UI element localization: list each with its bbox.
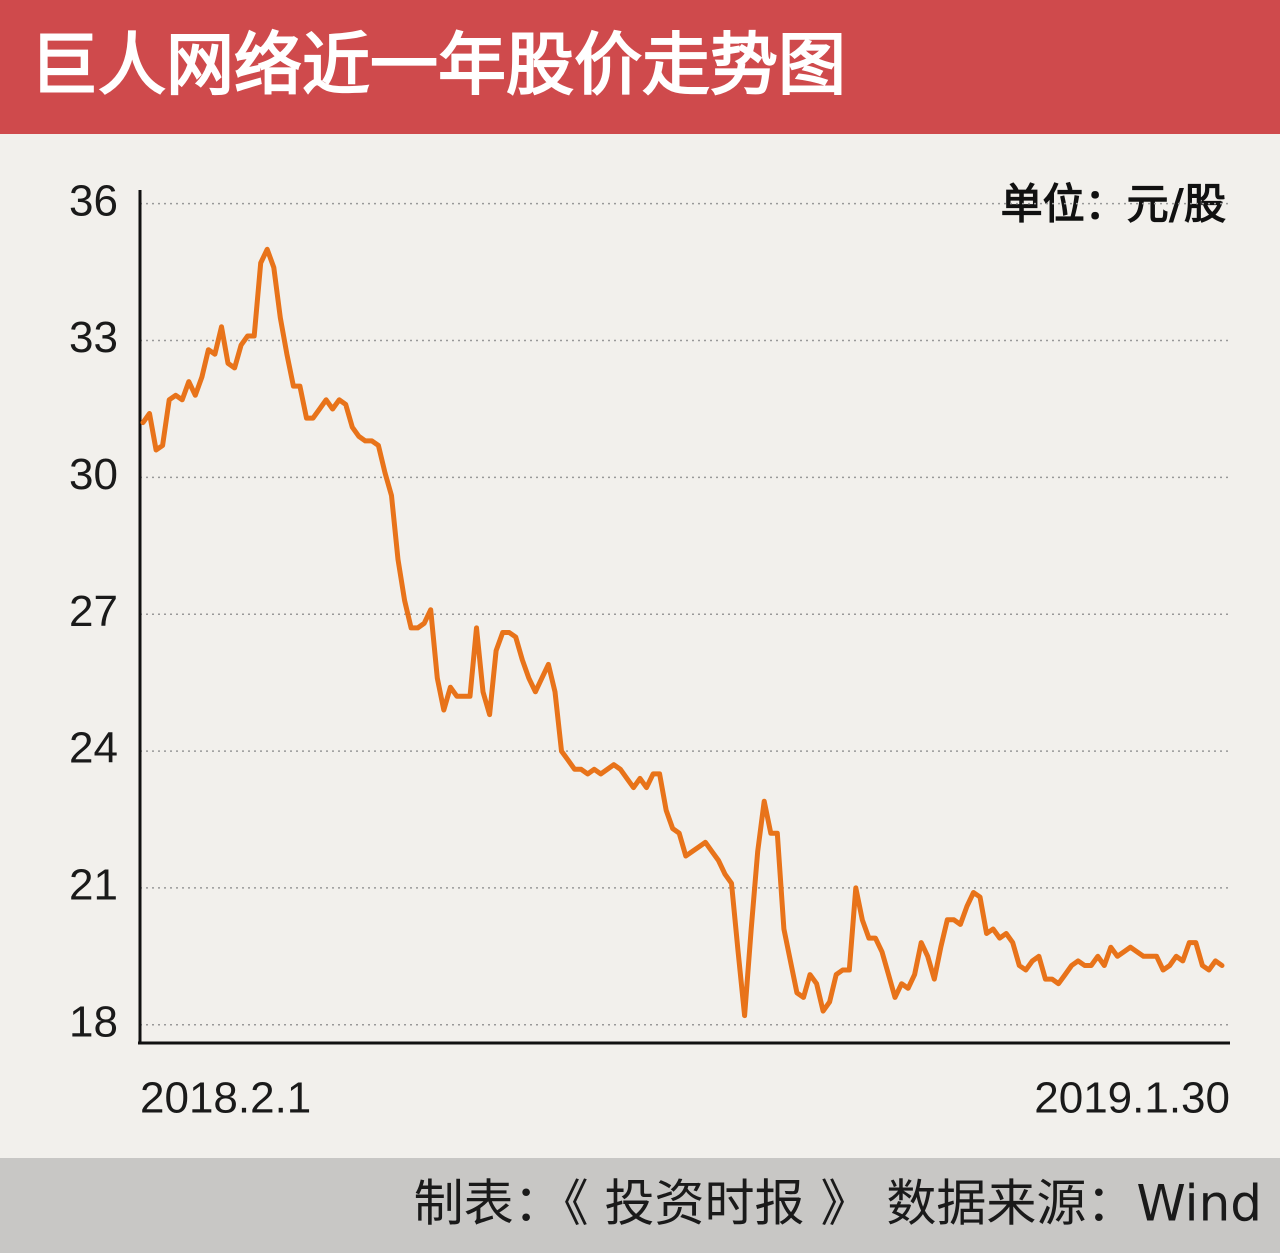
y-tick-label: 27 <box>69 587 118 636</box>
footer-band <box>0 1158 1280 1253</box>
y-tick-label: 24 <box>69 724 118 773</box>
price-line <box>140 246 1225 1019</box>
plot-area: 18 21 24 27 30 33 36 2018.2.1 2019.1.30 <box>69 176 1230 1123</box>
y-tick-label: 36 <box>69 176 118 225</box>
x-tick-label: 2019.1.30 <box>1034 1074 1230 1123</box>
y-tick-label: 21 <box>69 861 118 910</box>
x-tick-label: 2018.2.1 <box>140 1074 311 1123</box>
y-tick-label: 18 <box>69 997 118 1046</box>
header-band <box>0 0 1280 134</box>
y-tick-label: 33 <box>69 313 118 362</box>
y-tick-label: 30 <box>69 450 118 499</box>
chart-title: 巨人网络近一年股价走势图 <box>30 27 846 106</box>
source-note: 制表：《 投资时报 》 数据来源：Wind <box>414 1175 1262 1233</box>
